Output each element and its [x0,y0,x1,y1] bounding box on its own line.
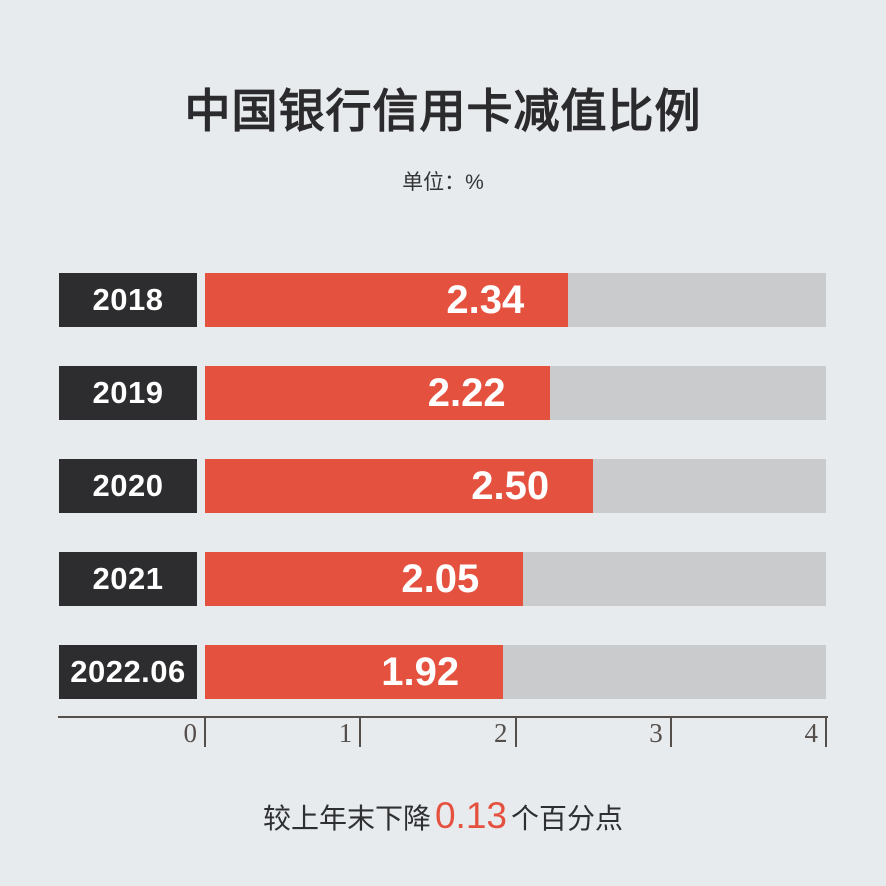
x-axis-ticks: 0 1 2 3 4 [184,716,827,748]
x-axis-tick-label: 2 [494,718,508,748]
x-axis-tick [669,716,672,747]
bar-fill: 2.34 [205,273,569,327]
x-axis-tick-label: 3 [649,718,663,748]
year-label-box: 2018 [59,273,197,327]
x-axis-tick-label: 1 [338,718,353,748]
x-axis-tick [514,716,517,747]
bar-row: 2021 2.05 [59,552,826,606]
bar-fill: 2.50 [205,459,594,513]
bar-row: 2018 2.34 [59,273,826,327]
page-title: 中国银行信用卡减值比例 [184,85,702,137]
bar-track: 2.34 [205,273,826,327]
bar-value-label: 2.05 [401,557,480,601]
bar-row: 2022.06 1.92 [59,645,826,699]
year-label: 2018 [92,282,164,317]
year-label-box: 2019 [59,366,197,420]
bar-fill: 1.92 [205,645,504,699]
x-axis-tick [204,716,206,747]
bar-row: 2019 2.22 [59,366,826,420]
bar-value-label: 2.50 [471,464,550,508]
year-label: 2020 [92,468,164,503]
footnote-highlight-value: 0.13 [434,795,507,836]
year-label-box: 2022.06 [59,645,197,699]
year-label: 2019 [92,375,164,410]
footnote-suffix: 个百分点 [511,803,624,834]
x-axis-tick [825,716,827,747]
year-label: 2022.06 [70,654,186,689]
footnote-prefix: 较上年末下降 [262,803,431,834]
year-label: 2021 [92,561,164,596]
year-label-box: 2020 [59,459,197,513]
bar-track: 1.92 [205,645,826,699]
x-axis-tick [359,716,362,747]
bar-track: 2.22 [205,366,826,420]
bar-value-label: 1.92 [381,650,460,694]
bar-fill: 2.05 [205,552,524,606]
x-axis-tick-label: 4 [804,718,819,748]
bar-value-label: 2.34 [446,278,525,322]
year-label-box: 2021 [59,552,197,606]
bar-row: 2020 2.50 [59,459,826,513]
footnote: 较上年末下降 0.13 个百分点 [0,792,886,843]
bar-value-label: 2.22 [427,371,506,415]
x-axis-line [58,716,828,718]
x-axis-tick-label: 0 [183,718,198,748]
bar-fill: 2.22 [205,366,550,420]
bar-chart: 2018 2.34 2019 2.22 2020 [59,273,826,699]
bar-track: 2.05 [205,552,826,606]
bar-track: 2.50 [205,459,826,513]
unit-label: 单位：% [402,171,484,194]
